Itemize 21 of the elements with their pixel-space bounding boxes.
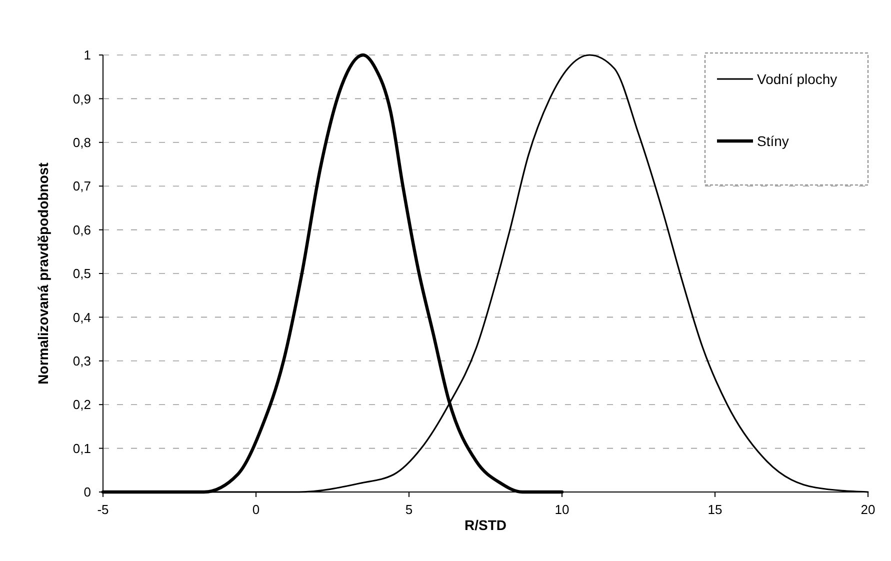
x-tick-label: 15 [708,502,722,517]
y-tick-label: 0,5 [72,266,91,282]
x-axis-title: R/STD [464,517,506,533]
y-tick-label: 0,8 [72,134,91,150]
y-tick-label: 1 [84,48,91,63]
x-tick-label: 0 [252,502,260,517]
x-tick-label: 10 [554,502,570,517]
legend-label: Stíny [757,132,789,149]
y-tick-label: 0,1 [72,440,91,456]
x-tick-label: 5 [405,502,413,517]
y-tick-label: 0,3 [72,353,91,368]
x-tick-label: -5 [97,502,109,517]
legend-label: Vodní plochy [757,70,838,87]
y-tick-label: 0,7 [72,178,91,194]
y-axis-title: Normalizovaná pravděpodobnost [35,162,51,384]
x-tick-label: 20 [860,502,876,517]
y-tick-label: 0,6 [72,222,91,238]
y-tick-label: 0,4 [72,310,91,325]
y-tick-label: 0 [84,484,91,500]
y-tick-label: 0,2 [72,397,91,412]
y-tick-label: 0,9 [72,91,91,106]
